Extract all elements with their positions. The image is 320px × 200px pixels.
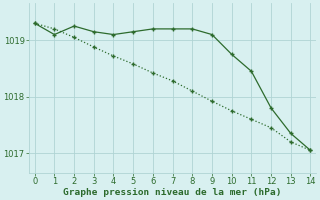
X-axis label: Graphe pression niveau de la mer (hPa): Graphe pression niveau de la mer (hPa) bbox=[63, 188, 282, 197]
